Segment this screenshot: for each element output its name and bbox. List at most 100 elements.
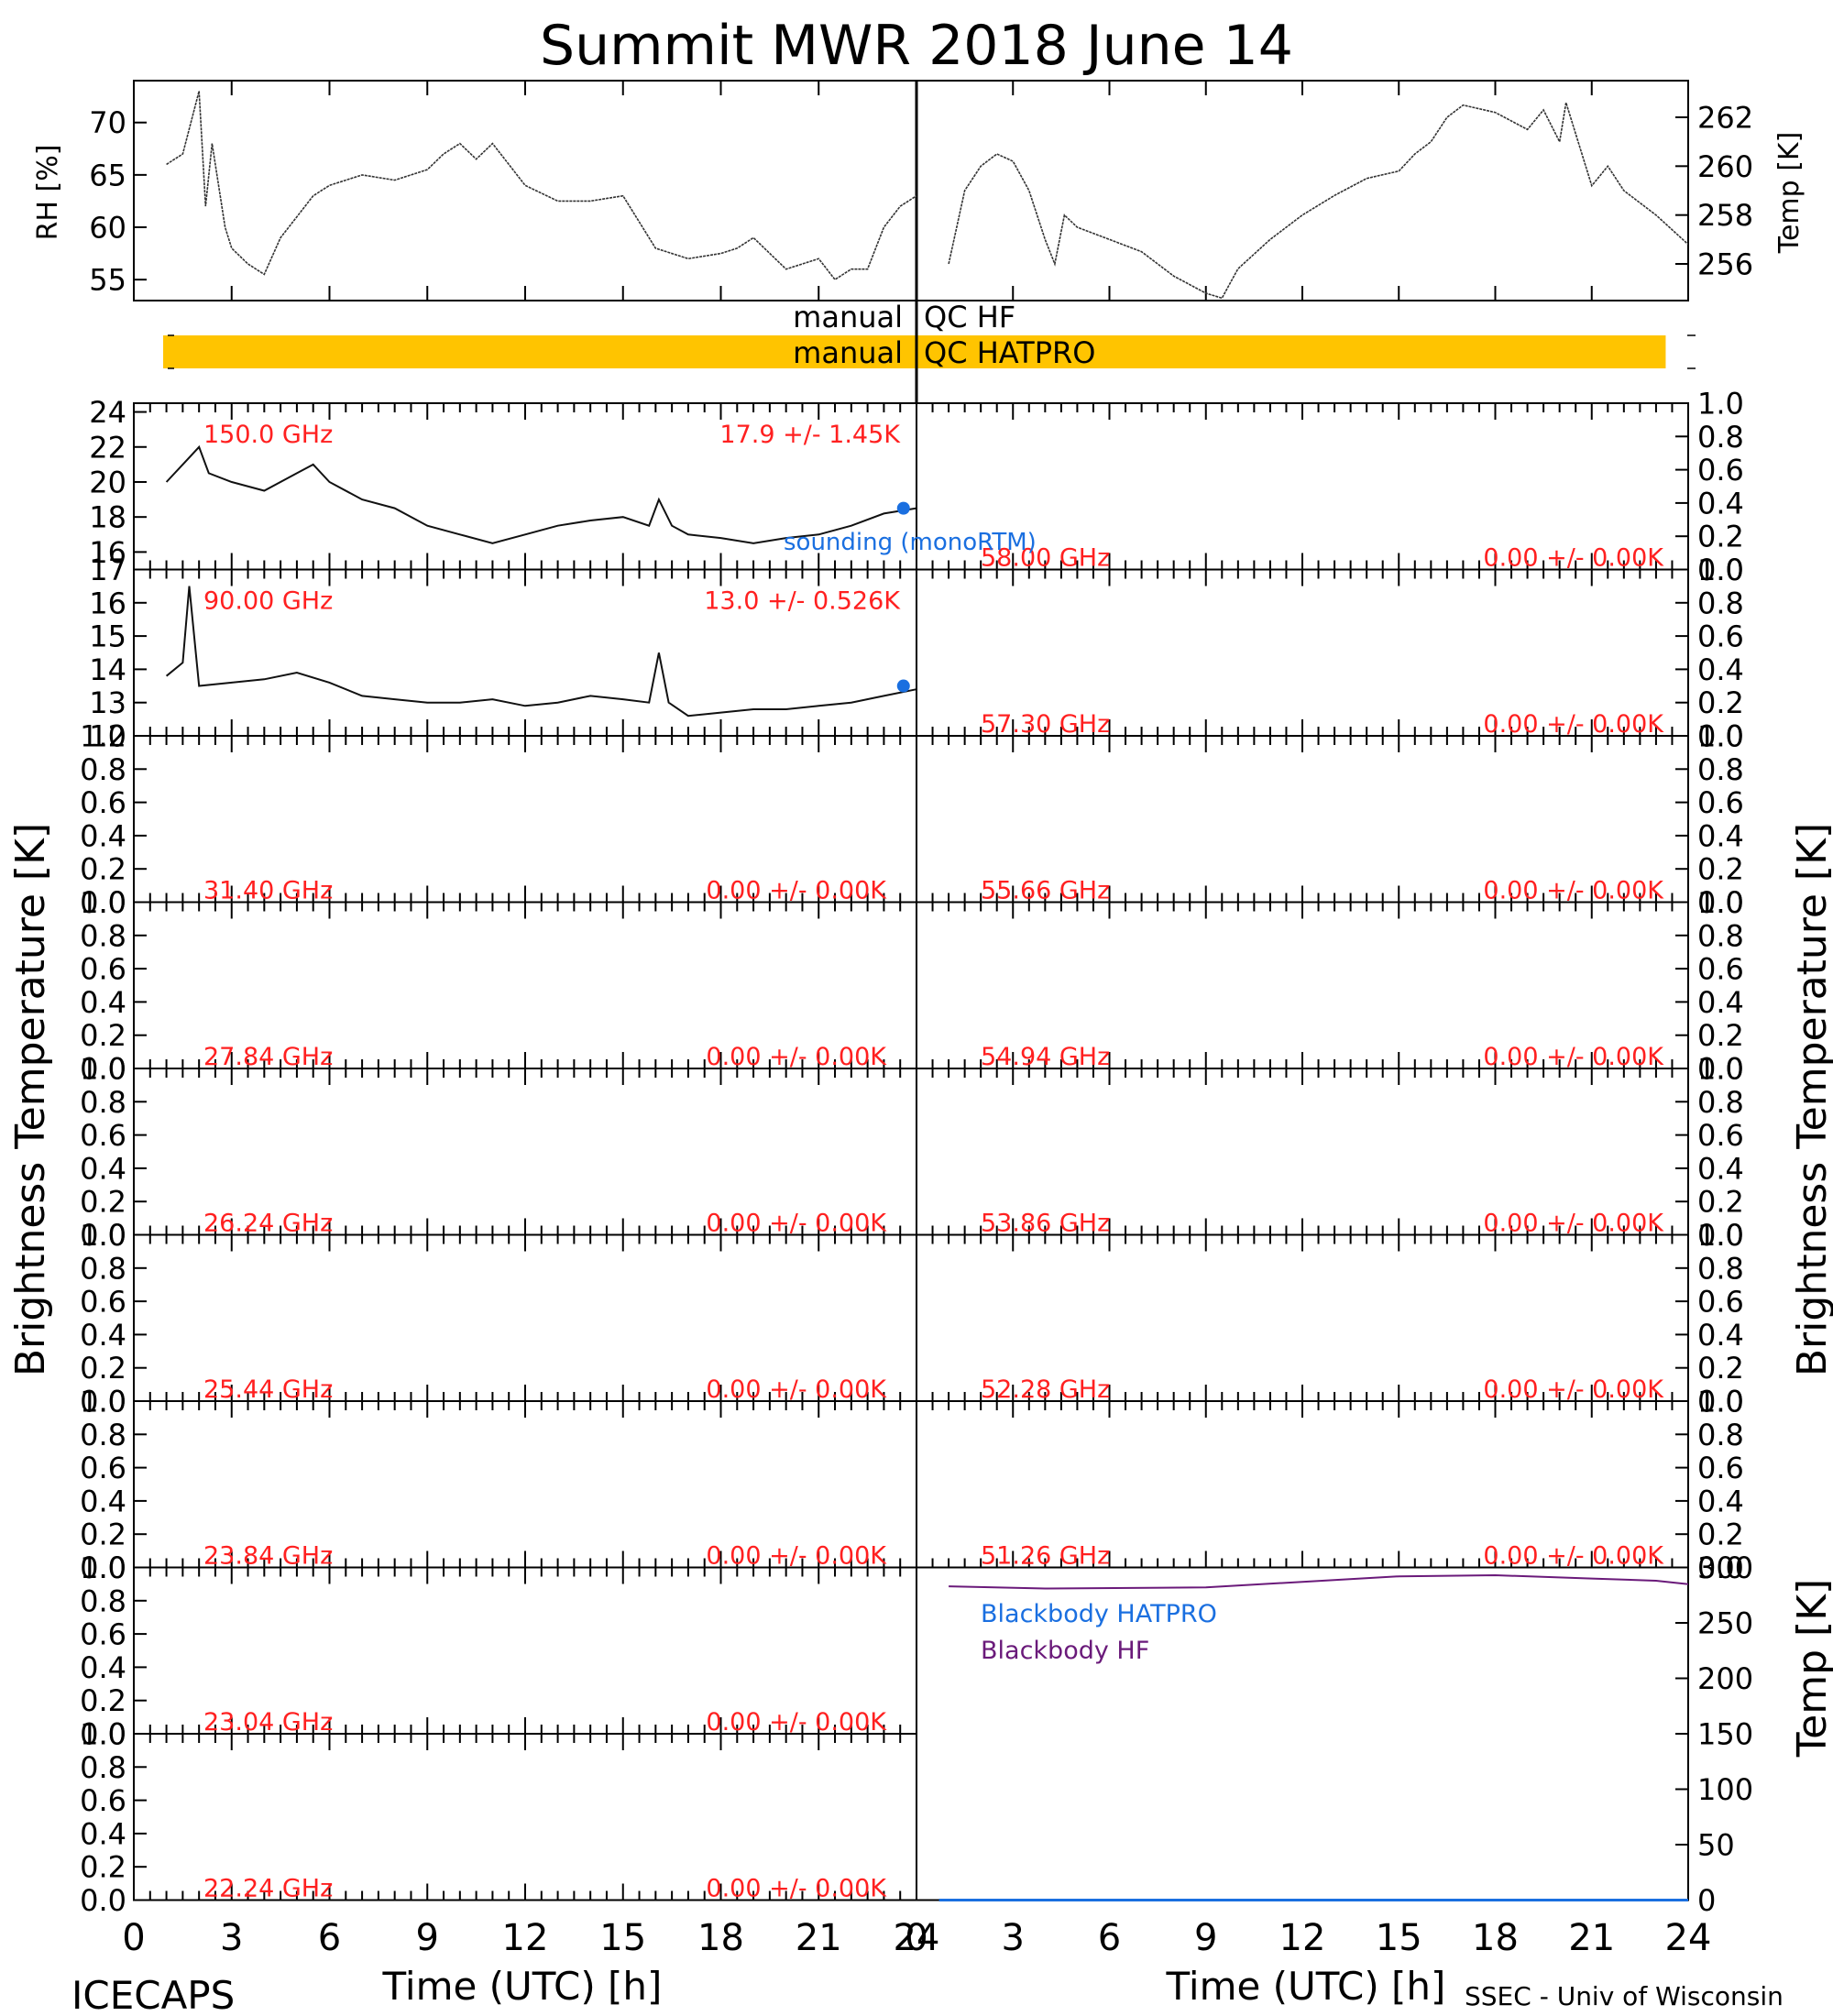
panel-tb-57.30-xticks [916,569,1689,736]
panel-tb-150-stat: 17.9 +/- 1.45K [719,421,901,449]
panel-tb-25.44-freq-label: 25.44 GHz [203,1375,333,1404]
legend-blackbody-hf: Blackbody HF [981,1637,1149,1665]
ytick-label: 0.2 [80,1351,126,1386]
ytick-label: 1.0 [80,1218,126,1253]
rh-panel-xticks [133,81,917,301]
ytick-label: 0.6 [1697,453,1744,488]
qc-strip: manual QC HF manual QC HATPRO [163,300,1696,370]
panel-tb-53.86-yaxis: 0.00.20.40.60.81.0 [1675,1052,1744,1253]
ytick-label: 0.8 [1697,1251,1744,1286]
ytick-label: 15 [89,619,126,654]
qc-hatpro-bar [163,335,1666,368]
ytick-label: 0.2 [1697,520,1744,554]
ytick-label: 100 [1697,1772,1753,1807]
panel-tb-54.94-xticks [916,902,1689,1068]
panel-tb-27.84-stat: 0.00 +/- 0.00K [706,1043,887,1071]
ytick-label: 0.0 [80,1883,126,1918]
ytick-label: 1.0 [80,885,126,920]
ytick-label: 300 [1697,1550,1753,1585]
ytick-label: 0.4 [80,1484,126,1518]
ytick-label: 1.0 [1697,553,1744,587]
panel-tb-150-sounding-marker [896,501,910,515]
ytick-label: 0.0 [1697,1052,1744,1087]
ytick-label: 0.0 [1697,553,1744,587]
panel-tb-54.94-freq-label: 54.94 GHz [981,1043,1110,1071]
ytick-label: 0.4 [1697,985,1744,1020]
ytick-label: 0.0 [80,1052,126,1087]
xlabel-left: Time (UTC) [h] [382,1964,663,2009]
ytick-label: 0.8 [80,918,126,953]
temp-yaxis: 256 258 260 262 [1675,101,1753,282]
ytick-label: 16 [89,586,126,620]
ytick-label: 0.8 [80,1750,126,1785]
ytick-label: 0.2 [1697,1351,1744,1386]
xtick-label-right: 0 [905,1917,927,1959]
xtick-label-left: 12 [502,1917,549,1959]
panel-tb-25.44-stat: 0.00 +/- 0.00K [706,1375,887,1404]
ylabel-bb-temp: Temp [K] [1789,1579,1833,1758]
panel-tb-22.24-stat: 0.00 +/- 0.00K [706,1875,887,1903]
ytick-label: 18 [89,500,126,535]
panel-tb-52.28-xticks [916,1234,1689,1401]
legend-sounding: sounding (monoRTM) [784,529,1037,556]
ytick-label: 55 [89,263,126,298]
ytick-label: 1.0 [1697,387,1744,422]
panel-tb-22.24-xticks [133,1734,917,1901]
ylabel-tb-left: Brightness Temperature [K] [7,823,54,1376]
ytick-label: 14 [89,652,126,687]
ytick-label: 0.6 [1697,619,1744,654]
ytick-label: 0.6 [80,1118,126,1153]
panel-tb-23.04-xticks [133,1567,917,1734]
panel-tb-53.86-stat: 0.00 +/- 0.00K [1483,1210,1664,1238]
ytick-label: 50 [1697,1828,1735,1863]
ytick-label: 0.4 [1697,652,1744,687]
rh-series [166,91,917,281]
panel-tb-55.66-yaxis: 0.00.20.40.60.81.0 [1675,719,1744,920]
rh-panel-frame [133,80,917,301]
ytick-label: 0.8 [1697,1085,1744,1120]
ytick-label: 1.0 [1697,1385,1744,1419]
ytick-label: 0.4 [1697,1484,1744,1518]
ytick-label: 0.4 [1697,486,1744,520]
ytick-label: 262 [1697,101,1753,136]
ytick-label: 0.6 [80,1285,126,1320]
panel-tb-52.28-yaxis: 0.00.20.40.60.81.0 [1675,1218,1744,1419]
ylabel-tb-right: Brightness Temperature [K] [1789,823,1833,1376]
xtick-label-left: 21 [796,1917,842,1959]
ytick-label: 65 [89,158,126,192]
ytick-label: 1.0 [1697,885,1744,920]
ytick-label: 0.6 [1697,785,1744,820]
panel-tb-26.24-yaxis: 0.00.20.40.60.81.0 [80,1052,147,1253]
ytick-label: 0.2 [80,1185,126,1220]
ytick-label: 0.0 [1697,1385,1744,1419]
ytick-label: 60 [89,211,126,246]
panel-tb-57.30-stat: 0.00 +/- 0.00K [1483,710,1664,739]
ytick-label: 200 [1697,1661,1753,1696]
ytick-label: 0.4 [1697,1151,1744,1186]
ytick-label: 22 [89,430,126,465]
panel-tb-31.40-freq-label: 31.40 GHz [203,877,333,905]
ytick-label: 0.0 [1697,1218,1744,1253]
temp-panel-xticks [916,81,1689,301]
panel-tb-23.04-yaxis: 0.00.20.40.60.81.0 [80,1550,147,1752]
blackbody-hf-series [949,1573,1689,1590]
ytick-label: 0.6 [80,785,126,820]
ytick-label: 0.6 [1697,1118,1744,1153]
panel-tb-26.24-freq-label: 26.24 GHz [203,1210,333,1238]
panel-tb-52.28-freq-label: 52.28 GHz [981,1375,1110,1404]
xlabel-right: Time (UTC) [h] [1166,1964,1446,2009]
qc-hf-label-right: QC HF [924,300,1015,334]
panel-tb-55.66-freq-label: 55.66 GHz [981,877,1110,905]
panel-tb-90-stat: 13.0 +/- 0.526K [704,587,901,616]
panel-tb-90-sounding-marker [896,679,910,693]
ytick-label: 0.0 [1697,1550,1744,1585]
ytick-label: 0.2 [80,852,126,887]
panel-tb-25.44-yaxis: 0.00.20.40.60.81.0 [80,1218,147,1419]
ylabel-temp: Temp [K] [1773,132,1806,255]
xtick-label-right: 6 [1098,1917,1121,1959]
ytick-label: 0.4 [80,1151,126,1186]
qc-hatpro-label-right: QC HATPRO [924,335,1095,370]
ytick-label: 0.8 [1697,918,1744,953]
